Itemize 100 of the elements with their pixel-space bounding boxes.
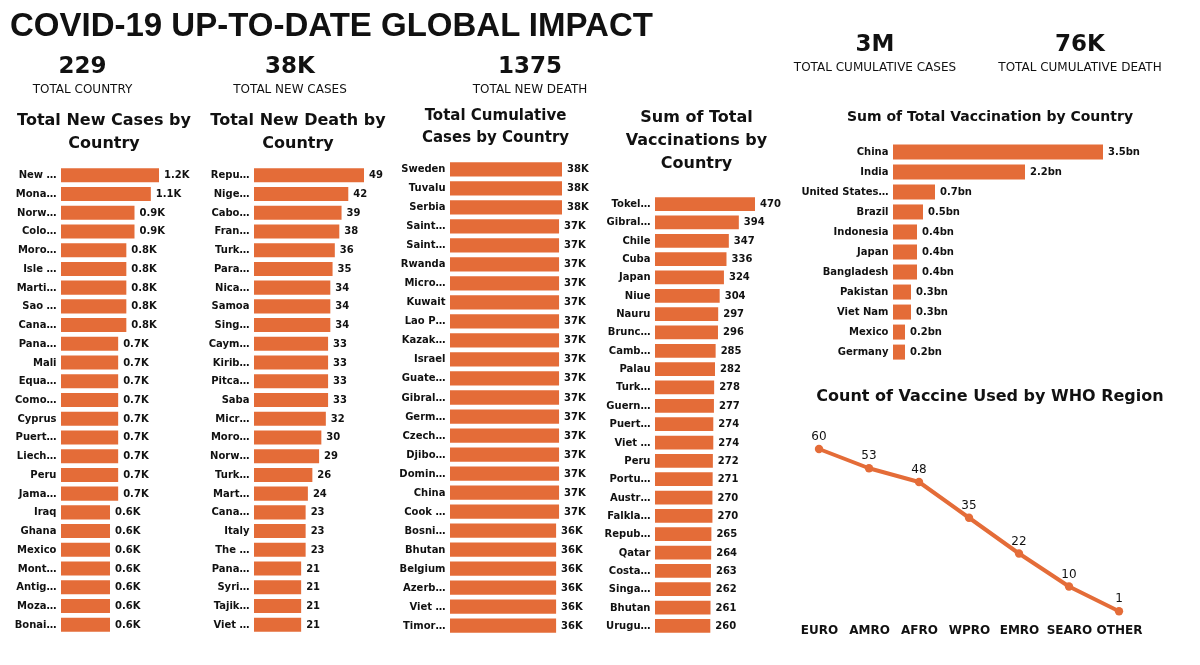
y-tick-label: Gibral…: [606, 216, 651, 228]
data-label: 37K: [564, 315, 587, 327]
x-tick-label: AFRO: [901, 622, 938, 637]
data-label: 32: [330, 412, 345, 424]
y-tick-label: Cabo…: [211, 206, 250, 218]
data-label: 23: [310, 525, 325, 537]
data-label: 38K: [567, 163, 590, 175]
y-tick-label: Pakistan: [840, 286, 889, 298]
y-tick-label: Guate…: [401, 372, 446, 384]
data-label: 1.1K: [155, 188, 183, 199]
data-label: 0.7bn: [940, 185, 972, 197]
bar: [254, 299, 331, 314]
y-tick-label: Jama…: [17, 487, 57, 499]
bar: [254, 524, 306, 539]
data-label: 270: [717, 509, 739, 521]
bar: [254, 430, 322, 445]
text: 1375: [497, 52, 563, 78]
y-tick-label: Repub…: [604, 528, 651, 540]
bar: [254, 392, 329, 408]
y-tick-label: Cook …: [404, 505, 446, 517]
bar: [254, 374, 329, 389]
y-tick-label: Pana…: [18, 337, 57, 349]
data-label: 0.8K: [131, 262, 159, 274]
data-label: 0.6K: [115, 543, 142, 555]
chart-title: Count of Vaccine Used by WHO Region: [815, 385, 1165, 407]
y-tick-label: Chile: [622, 234, 651, 246]
y-tick-label: Mexico: [17, 543, 57, 555]
y-tick-label: Mona…: [15, 188, 57, 199]
bar: [655, 564, 711, 578]
data-label: 0.8K: [131, 300, 159, 312]
y-tick-label: Singa…: [608, 583, 651, 595]
data-label: 21: [306, 581, 321, 593]
text: 229: [57, 52, 108, 78]
data-label: 263: [715, 564, 737, 576]
data-label: 347: [733, 234, 755, 246]
data-label: 0.9K: [139, 225, 167, 237]
data-label: 271: [717, 473, 739, 485]
data-label: 37K: [564, 448, 587, 460]
bar: [254, 542, 306, 557]
bar: [655, 417, 714, 432]
text: 38K: [264, 52, 316, 78]
bar: [61, 318, 127, 333]
bar: [655, 288, 720, 303]
data-label: 270: [717, 491, 739, 503]
y-tick-label: Cyprus: [17, 412, 57, 424]
data-label: 261: [715, 601, 737, 613]
bar: [655, 545, 712, 560]
y-tick-label: Pitca…: [211, 375, 250, 387]
data-label: 278: [719, 381, 741, 393]
y-tick-label: Colo…: [21, 225, 57, 237]
bar: [893, 204, 923, 220]
bar: [254, 505, 306, 520]
data-label: 34: [335, 281, 350, 293]
bar: [61, 392, 119, 408]
data-label: 60: [811, 429, 827, 443]
bar: [61, 168, 159, 183]
y-tick-label: Djibo…: [406, 448, 446, 460]
data-label: 35: [961, 497, 977, 512]
y-tick-label: Turk…: [215, 468, 250, 480]
data-label: 42: [353, 188, 368, 199]
bar: [61, 449, 119, 464]
y-tick-label: Germany: [837, 346, 889, 358]
bar: [254, 449, 320, 464]
bar: [61, 336, 119, 351]
data-label: 37K: [564, 429, 587, 441]
data-label: 10: [1061, 566, 1077, 581]
text: TOTAL CUMULATIVE DEATH: [997, 60, 1163, 74]
data-label: 37K: [564, 220, 587, 232]
bar: [61, 524, 110, 539]
y-tick-label: Mexico: [849, 326, 889, 338]
data-label: 36K: [561, 619, 585, 631]
y-tick-label: Norw…: [17, 206, 57, 218]
bar: [61, 411, 119, 426]
bar: [254, 467, 313, 482]
y-tick-label: Mali: [32, 356, 57, 368]
bar: [61, 505, 110, 520]
bar: [893, 304, 911, 320]
data-label: 37K: [564, 505, 587, 517]
y-tick-label: Moza…: [17, 600, 57, 611]
bar: [893, 344, 905, 360]
text: 3M: [854, 30, 896, 56]
bar: [61, 598, 110, 614]
y-tick-label: Saba: [221, 394, 250, 405]
bar: [61, 542, 110, 557]
data-label: 285: [720, 344, 742, 356]
y-tick-label: Viet …: [614, 436, 651, 448]
y-tick-label: Syri…: [217, 581, 250, 593]
y-tick-label: Qatar: [618, 546, 651, 558]
data-label: 324: [728, 271, 750, 283]
text: 76K: [1054, 30, 1106, 56]
data-label: 282: [720, 363, 741, 375]
point: [1014, 549, 1024, 558]
bar: [655, 252, 727, 266]
data-label: 22: [1011, 533, 1027, 548]
data-label: 272: [717, 454, 739, 466]
data-label: 0.8K: [131, 281, 159, 293]
bar: [254, 580, 302, 595]
text: COVID-19 UP-TO-DATE GLOBAL IMPACT: [10, 6, 654, 44]
y-tick-label: Marti…: [16, 281, 57, 293]
data-label: 0.6K: [115, 506, 142, 518]
